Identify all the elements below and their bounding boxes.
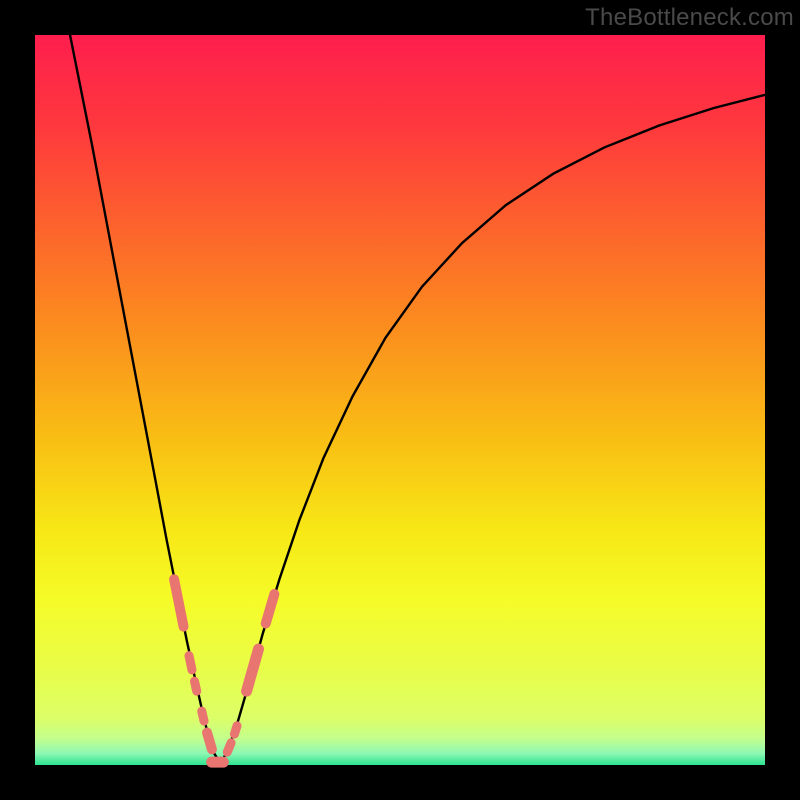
curve-bead [227, 743, 231, 752]
watermark-text: TheBottleneck.com [585, 4, 794, 32]
curve-bead [202, 711, 204, 721]
curve-bead [195, 681, 197, 691]
bottleneck-chart [0, 0, 800, 800]
plot-gradient-background [35, 35, 765, 765]
curve-bead [234, 726, 237, 734]
curve-bead [207, 732, 212, 749]
curve-bead [189, 656, 192, 670]
